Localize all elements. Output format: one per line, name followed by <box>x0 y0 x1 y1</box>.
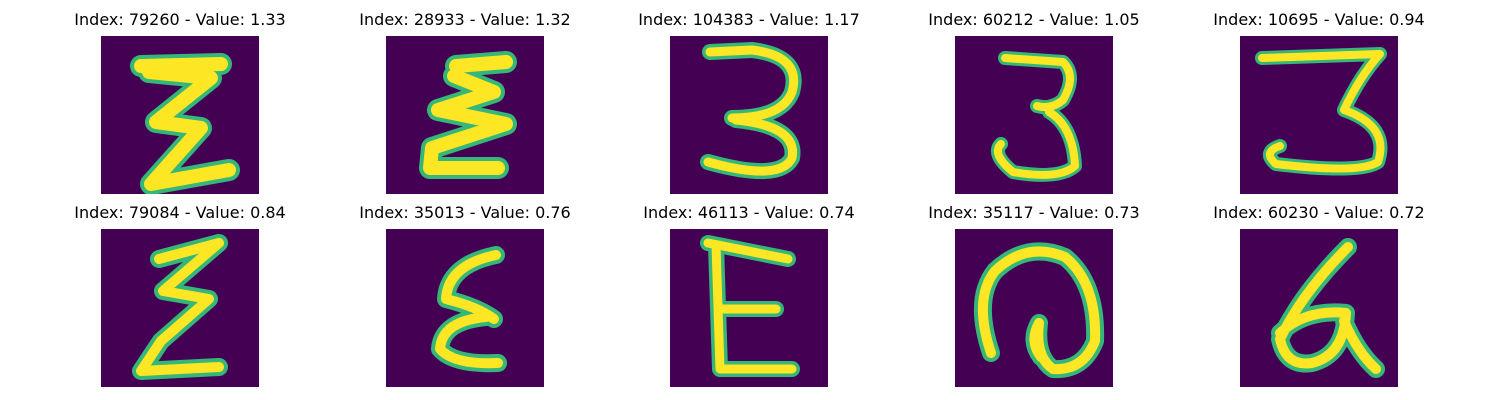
grid-cell-1: Index: 79260 - Value: 1.33 <box>50 10 310 200</box>
digit-image <box>955 36 1113 194</box>
digit-glyph <box>132 234 228 380</box>
cell-title: Index: 10695 - Value: 0.94 <box>1213 10 1425 29</box>
digit-glyph <box>700 235 800 377</box>
grid-cell-2: Index: 28933 - Value: 1.32 <box>335 10 595 200</box>
digit-glyph <box>130 53 240 194</box>
digit-image <box>670 229 828 387</box>
cell-title: Index: 28933 - Value: 1.32 <box>359 10 571 29</box>
grid-cell-3: Index: 104383 - Value: 1.17 <box>619 10 879 200</box>
digit-glyph <box>419 51 517 179</box>
grid-cell-8: Index: 46113 - Value: 0.74 <box>619 203 879 393</box>
grid-cell-7: Index: 35013 - Value: 0.76 <box>335 203 595 393</box>
cell-title: Index: 79084 - Value: 0.84 <box>74 203 286 222</box>
digit-image <box>1240 229 1398 387</box>
cell-title: Index: 46113 - Value: 0.74 <box>643 203 855 222</box>
grid-cell-10: Index: 60230 - Value: 0.72 <box>1189 203 1449 393</box>
cell-title: Index: 35013 - Value: 0.76 <box>359 203 571 222</box>
digit-glyph <box>1271 238 1385 378</box>
digit-glyph <box>700 42 802 179</box>
grid-cell-6: Index: 79084 - Value: 0.84 <box>50 203 310 393</box>
grid-cell-5: Index: 10695 - Value: 0.94 <box>1189 10 1449 200</box>
digit-image <box>670 36 828 194</box>
digit-image <box>955 229 1113 387</box>
cell-title: Index: 60230 - Value: 0.72 <box>1213 203 1425 222</box>
cell-title: Index: 60212 - Value: 1.05 <box>928 10 1140 29</box>
digit-glyph <box>1255 47 1388 176</box>
digit-glyph <box>431 246 507 373</box>
cell-title: Index: 35117 - Value: 0.73 <box>928 203 1140 222</box>
digit-image <box>1240 36 1398 194</box>
digit-image <box>386 36 544 194</box>
digit-image <box>101 229 259 387</box>
digit-image <box>101 36 259 194</box>
cell-title: Index: 79260 - Value: 1.33 <box>74 10 286 29</box>
grid-cell-4: Index: 60212 - Value: 1.05 <box>904 10 1164 200</box>
digit-glyph <box>974 242 1105 379</box>
digit-glyph <box>991 51 1082 182</box>
cell-title: Index: 104383 - Value: 1.17 <box>638 10 860 29</box>
digit-image <box>386 229 544 387</box>
grid-cell-9: Index: 35117 - Value: 0.73 <box>904 203 1164 393</box>
